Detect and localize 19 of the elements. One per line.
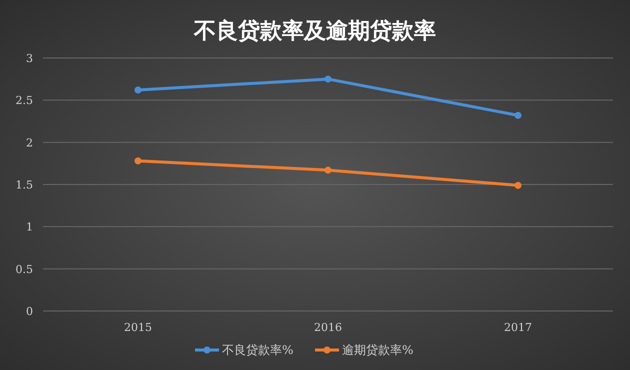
y-tick-label: 2.5 (16, 94, 33, 108)
point (324, 166, 332, 174)
y-tick-label: 2 (26, 136, 33, 150)
legend-label: 逾期贷款率% (342, 343, 414, 357)
point (514, 112, 522, 119)
point (514, 182, 522, 189)
y-tick-label: 0.5 (16, 262, 33, 276)
x-tick-label: 2017 (504, 321, 532, 334)
point (134, 86, 142, 94)
x-tick-label: 2016 (314, 321, 342, 334)
chart-title: 不良贷款率及逾期贷款率 (193, 18, 436, 44)
y-tick-label: 0 (26, 305, 33, 318)
y-tick-label: 3 (26, 52, 33, 65)
point (134, 157, 142, 164)
y-tick-label: 1.5 (16, 178, 33, 192)
point (324, 76, 332, 83)
x-tick-label: 2015 (124, 321, 152, 334)
y-tick-label: 1 (26, 220, 33, 234)
legend-label: 不良贷款率% (222, 343, 294, 357)
